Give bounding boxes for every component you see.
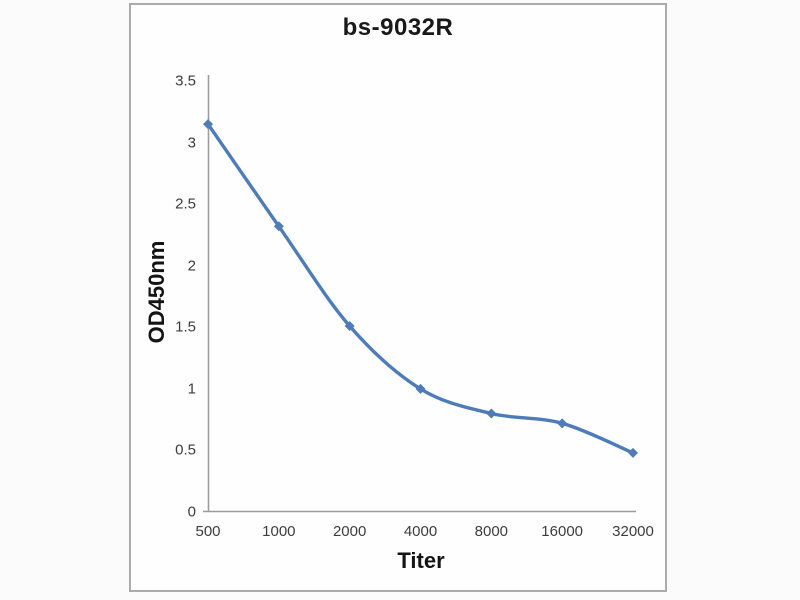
x-tick-label: 32000 — [612, 523, 654, 540]
x-axis-title: Titer — [397, 548, 445, 573]
axes — [203, 75, 636, 513]
data-point-markers — [203, 119, 638, 458]
data-point-diamond — [273, 221, 284, 232]
y-tick-label: 0 — [187, 503, 196, 521]
y-tick-label: 1.5 — [175, 318, 196, 336]
y-tick-label: 3.5 — [175, 72, 196, 90]
x-tick-label: 2000 — [332, 523, 367, 540]
y-tick-label: 3 — [187, 134, 196, 152]
y-tick-label: 0.5 — [175, 441, 196, 459]
x-tick-label: 1000 — [262, 523, 296, 540]
chart-frame — [129, 3, 667, 592]
data-point-diamond — [628, 447, 638, 458]
data-point-diamond — [557, 418, 568, 429]
data-point-diamond — [203, 119, 213, 130]
x-tick-label: 8000 — [474, 523, 509, 540]
y-tick-label: 1 — [187, 380, 196, 398]
x-tick-label: 4000 — [403, 523, 438, 540]
y-tick-label: 2 — [187, 257, 196, 275]
data-point-diamond — [486, 408, 497, 419]
data-point-diamond — [344, 321, 355, 332]
chart-title: bs-9032R — [342, 14, 454, 41]
x-tick-label: 16000 — [541, 523, 584, 540]
data-point-diamond — [415, 383, 426, 394]
x-tick-label: 500 — [195, 523, 221, 540]
y-tick-label: 2.5 — [175, 195, 196, 213]
data-series-line — [206, 122, 635, 455]
